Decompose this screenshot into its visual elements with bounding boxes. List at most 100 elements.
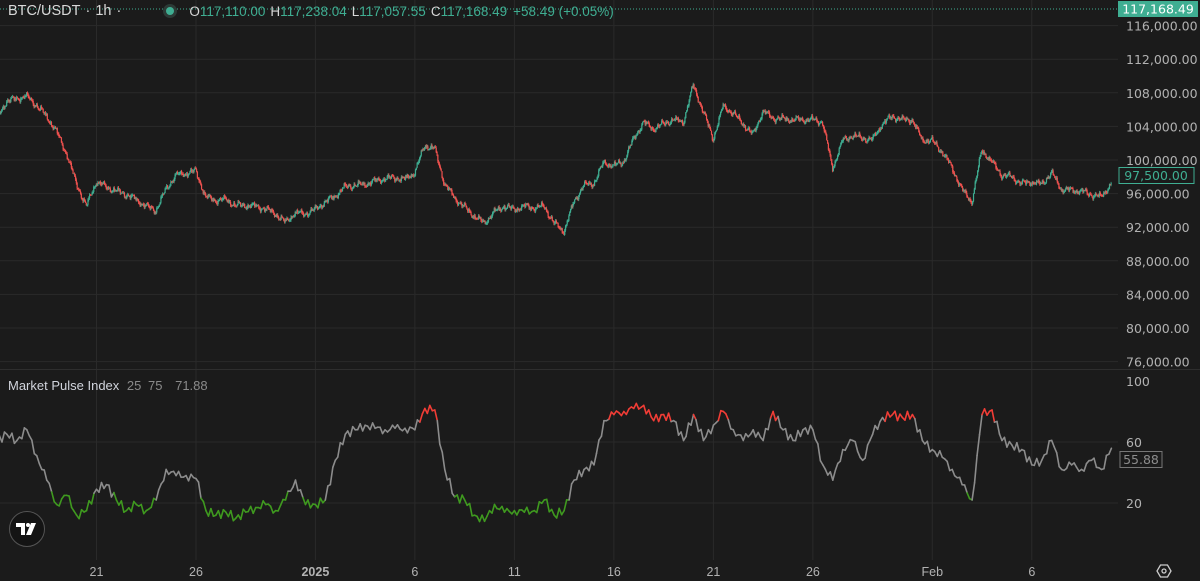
time-axis[interactable]: 621262025611162126Feb6 xyxy=(0,565,1035,579)
candle-body xyxy=(681,120,683,122)
candle xyxy=(878,128,880,133)
candle xyxy=(601,164,603,169)
indicator-segment xyxy=(675,421,680,436)
candle xyxy=(789,120,791,124)
candle xyxy=(220,196,222,200)
candle xyxy=(691,86,693,93)
candle xyxy=(987,157,990,161)
candle-body xyxy=(954,175,956,176)
candle xyxy=(780,116,782,121)
candle-body xyxy=(493,208,495,212)
candle xyxy=(154,211,156,215)
candle-body xyxy=(848,137,850,141)
candle-body xyxy=(465,204,467,208)
candle-body xyxy=(1018,181,1020,183)
candle-body xyxy=(455,197,457,201)
candle xyxy=(517,207,519,211)
candle-body xyxy=(373,177,375,180)
candle xyxy=(584,179,587,184)
candle xyxy=(686,109,688,113)
candle xyxy=(162,193,165,196)
candle-body xyxy=(368,182,370,185)
candle xyxy=(323,200,325,207)
candle xyxy=(742,122,744,127)
candle-body xyxy=(265,209,267,210)
candle-body xyxy=(184,173,186,176)
candle-body xyxy=(362,183,364,185)
candle-body xyxy=(136,198,138,201)
candle-body xyxy=(422,149,424,152)
candle xyxy=(295,211,297,214)
candle-body xyxy=(844,136,846,139)
indicator-segment xyxy=(341,433,347,446)
candle-body xyxy=(1059,187,1061,190)
candle-body xyxy=(249,205,252,208)
candle-body xyxy=(1099,192,1101,195)
candle-body xyxy=(8,100,10,101)
candle xyxy=(225,196,228,201)
candle xyxy=(588,181,590,186)
candle-body xyxy=(648,123,650,127)
candle xyxy=(129,194,131,200)
candle xyxy=(816,116,818,123)
candle xyxy=(1055,175,1058,181)
candle xyxy=(1009,170,1011,178)
candle-body xyxy=(1048,176,1050,178)
candle-body xyxy=(881,125,883,129)
interval[interactable]: 1h xyxy=(95,3,112,19)
candle xyxy=(1052,168,1054,176)
candle xyxy=(28,94,30,100)
candle xyxy=(600,165,602,168)
candle xyxy=(246,205,248,211)
candle xyxy=(527,202,529,207)
candle-body xyxy=(501,209,503,212)
tradingview-logo[interactable]: TV xyxy=(9,511,45,547)
indicator-segment xyxy=(854,440,859,453)
candle-body xyxy=(1055,177,1058,179)
candle-body xyxy=(483,220,485,222)
candle-body xyxy=(100,183,102,185)
candle-body xyxy=(621,164,623,166)
candle xyxy=(924,140,926,144)
candle-body xyxy=(288,219,290,221)
candle xyxy=(562,231,564,234)
candle-body xyxy=(208,195,210,197)
candle-body xyxy=(1086,190,1088,194)
candle-body xyxy=(562,232,564,234)
candle xyxy=(15,96,17,102)
indicator-segment xyxy=(814,438,819,445)
price-axis[interactable]: 116,000.00112,000.00108,000.00104,000.00… xyxy=(1126,19,1198,370)
candle xyxy=(1105,190,1107,195)
candle xyxy=(74,172,76,178)
candle xyxy=(743,122,745,128)
candle-body xyxy=(665,121,667,125)
candle xyxy=(933,139,935,144)
candle xyxy=(240,204,242,208)
candle xyxy=(278,218,281,221)
candle-body xyxy=(815,118,817,120)
candle xyxy=(889,113,891,120)
candle-body xyxy=(824,130,826,132)
candle xyxy=(884,119,886,125)
candle xyxy=(907,117,909,121)
candle xyxy=(844,135,846,140)
candle-body xyxy=(695,89,698,95)
candle xyxy=(1000,173,1002,178)
candle xyxy=(594,179,597,183)
candle-body xyxy=(923,140,925,142)
indicator-legend[interactable]: Market Pulse Index 25 75 71.88 xyxy=(8,378,208,393)
indicator-segment xyxy=(869,433,874,441)
candle xyxy=(145,204,147,207)
candle xyxy=(729,110,732,114)
candle-body xyxy=(385,179,387,182)
candle-body xyxy=(763,110,765,112)
gear-icon[interactable] xyxy=(1156,563,1172,579)
candle-body xyxy=(805,119,807,123)
grid-lines xyxy=(0,0,1118,560)
symbol-name[interactable]: BTC/USDT xyxy=(8,3,81,19)
candle-body xyxy=(723,104,725,106)
candle xyxy=(506,204,509,209)
candle-body xyxy=(797,116,800,120)
